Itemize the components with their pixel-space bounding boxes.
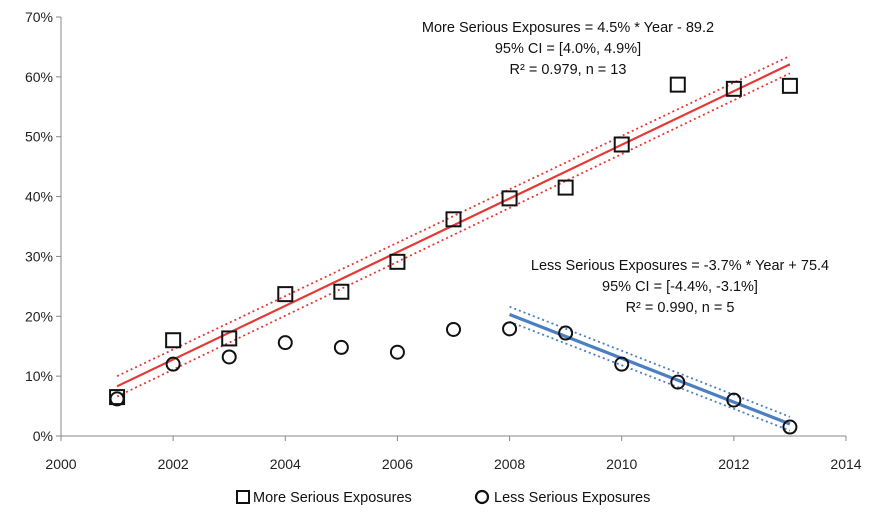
fit-more-serious-ci-lower [116,72,791,398]
fit-more-serious-ci-upper [116,55,791,377]
less-serious-point [277,335,293,351]
less-serious-point [614,356,630,372]
legend-circle-marker [474,489,490,505]
x-tick-label: 2006 [382,456,413,472]
y-tick-label: 50% [25,129,53,145]
y-tick-label: 10% [25,368,53,384]
y-tick-label: 70% [25,9,53,25]
more-serious-equation-line: More Serious Exposures = 4.5% * Year - 8… [422,20,714,36]
more-serious-point [781,77,798,94]
legend: More Serious Exposures Less Serious Expos… [236,489,650,506]
x-tick-label: 2002 [158,456,189,472]
fit-less-serious-ci-upper [509,305,791,418]
more-serious-point [333,283,350,300]
less-serious-point [109,391,125,407]
more-serious-point [501,190,518,207]
less-serious-point [333,339,349,355]
more-serious-point [669,76,686,93]
fit-annotations: More Serious Exposures = 4.5% * Year - 8… [422,20,829,316]
more-serious-point [613,136,630,153]
legend-label-more-serious: More Serious Exposures [253,490,412,506]
more-serious-equation-line: 95% CI = [4.0%, 4.9%] [495,41,641,57]
legend-square-marker [236,490,250,504]
less-serious-equation-line: 95% CI = [-4.4%, -3.1%] [602,279,758,295]
x-tick-label: 2012 [718,456,749,472]
more-serious-point [445,211,462,228]
less-serious-point [165,356,181,372]
y-tick-label: 0% [33,428,53,444]
less-serious-point [670,374,686,390]
more-serious-point [557,179,574,196]
x-tick-label: 2000 [45,456,76,472]
fit-less-serious-ci-lower [509,320,791,432]
y-tick-label: 20% [25,308,53,324]
axes: 0% 10% 20% 30% 40% 50% 60% 70% 2000 2002 2004 2006 2… [25,9,862,472]
more-serious-point [221,330,238,347]
less-serious-point [389,344,405,360]
less-serious-point [558,325,574,341]
x-tick-label: 2008 [494,456,525,472]
more-serious-equation-line: R² = 0.979, n = 13 [510,62,627,78]
fit-lines [116,55,791,432]
legend-label-less-serious: Less Serious Exposures [494,490,650,506]
more-serious-point [277,286,294,303]
x-tick-label: 2004 [270,456,301,472]
more-serious-point [725,80,742,97]
fit-more-serious-line [116,63,791,388]
more-serious-point [389,253,406,270]
x-tick-label: 2014 [830,456,861,472]
y-tick-label: 30% [25,248,53,264]
less-serious-point [726,392,742,408]
y-tick-label: 40% [25,189,53,205]
more-serious-point [165,332,182,349]
y-tick-label: 60% [25,69,53,85]
x-tick-label: 2010 [606,456,637,472]
less-serious-point [221,349,237,365]
less-serious-point [446,321,461,337]
less-serious-point [782,419,798,435]
less-serious-point [502,321,518,337]
fit-less-serious-line [508,312,791,426]
less-serious-equation-line: Less Serious Exposures = -3.7% * Year + … [531,258,829,274]
data-markers [109,76,798,435]
less-serious-equation-line: R² = 0.990, n = 5 [626,300,735,316]
